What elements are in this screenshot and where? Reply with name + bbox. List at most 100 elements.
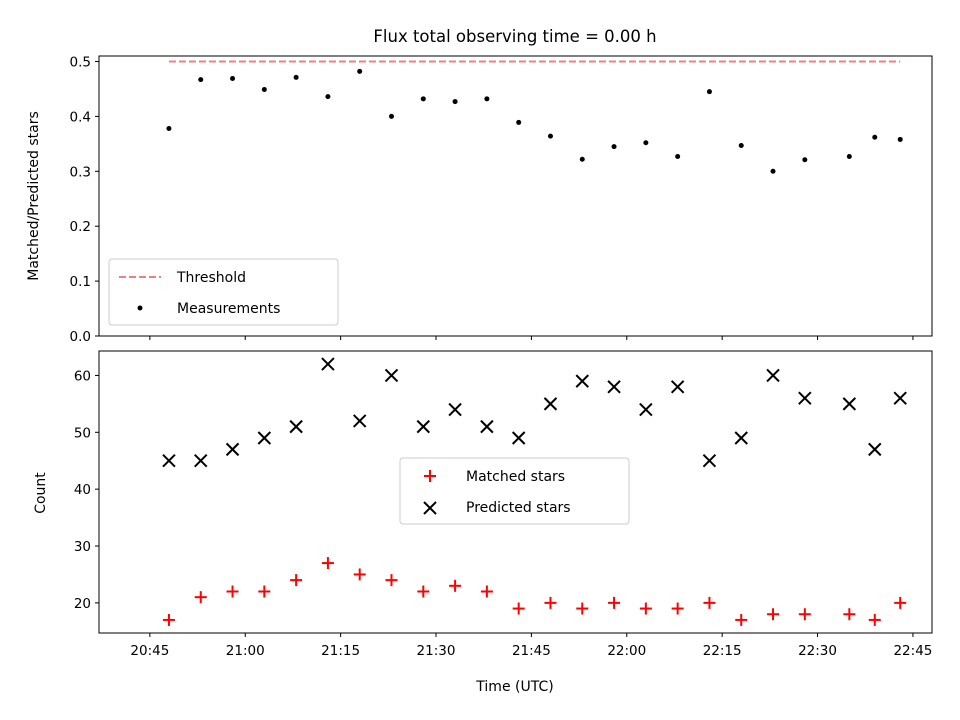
x-axis-label: Time (UTC) [475, 679, 553, 695]
top-y-axis-label: Matched/Predicted stars [26, 111, 42, 281]
matched-star-point [576, 602, 589, 615]
x-tick-label: 22:00 [607, 643, 646, 659]
predicted-star-point [321, 357, 335, 371]
measurement-point [293, 74, 299, 80]
matched-star-point [767, 608, 780, 621]
measurement-point [846, 153, 852, 159]
bottom-legend-box [399, 457, 630, 525]
measurement-point [579, 156, 585, 162]
top-axes-frame [98, 55, 933, 337]
predicted-star-point [384, 368, 399, 383]
top-y-tick-label: 0.5 [70, 54, 91, 70]
measurement-point [357, 68, 363, 74]
matched-star-point [449, 579, 462, 592]
matched-star-point [226, 585, 239, 598]
bottom-y-tick-label: 40 [74, 482, 91, 498]
matched-star-point [385, 574, 398, 587]
legend-measurements-label: Measurements [177, 301, 280, 317]
measurement-point [643, 140, 649, 146]
predicted-star-point [543, 397, 558, 411]
top-plot-area: 0.0 0.1 0.2 0.3 0.4 0.5 [70, 54, 914, 345]
predicted-star-point [639, 402, 653, 417]
top-panel: Flux total observing time = 0.00 h 0.0 0.… [26, 27, 933, 345]
bottom-legend: Matched stars Predicted stars [399, 457, 630, 525]
matched-star-point [868, 613, 881, 626]
predicted-star-point [766, 368, 780, 383]
measurement-point [706, 89, 712, 95]
measurement-point [770, 168, 776, 174]
matched-star-point [894, 596, 907, 609]
predicted-star-point [798, 391, 812, 405]
x-tick-label: 22:15 [703, 643, 742, 659]
matched-star-point [544, 596, 557, 609]
predicted-star-point [511, 431, 526, 445]
bottom-y-tick-label: 20 [74, 596, 91, 612]
top-legend-box [108, 258, 339, 326]
matched-star-point [258, 585, 271, 598]
predicted-star-point [575, 374, 589, 388]
matched-star-point [194, 591, 207, 604]
top-y-tick-label: 0.3 [70, 164, 91, 180]
predicted-star-point [194, 454, 208, 468]
measurement-point [897, 136, 903, 142]
matched-star-point [353, 568, 366, 581]
predicted-star-point [842, 397, 857, 411]
measurement-point [516, 119, 522, 125]
predicted-star-point [448, 402, 462, 417]
predicted-star-point [416, 419, 431, 434]
legend-matched-swatch [424, 470, 436, 482]
matched-star-point [671, 602, 684, 615]
measurement-point [738, 142, 744, 148]
measurement-point [420, 96, 426, 102]
predicted-star-point [257, 431, 272, 445]
x-tick-label: 20:45 [130, 643, 169, 659]
measurement-point [261, 86, 267, 92]
measurement-point [166, 125, 172, 131]
predicted-star-point [670, 380, 685, 394]
predicted-star-point [734, 431, 748, 445]
measurement-point [389, 113, 395, 119]
measurement-point [872, 134, 878, 140]
measurement-point [325, 94, 331, 100]
x-tick-label: 22:30 [798, 643, 837, 659]
top-legend: Threshold Measurements [108, 258, 339, 326]
top-y-tick-label: 0.4 [70, 109, 91, 125]
matched-star-point [162, 613, 175, 626]
predicted-star-point [353, 414, 367, 428]
matched-star-point [843, 608, 856, 621]
matched-star-point [512, 602, 525, 615]
bottom-panel: 20 30 40 50 60 20:45 21:00 21:15 21:30 21:45 22:00… [33, 350, 933, 695]
x-tick-label: 21:45 [512, 643, 551, 659]
matched-star-point [480, 585, 493, 598]
predicted-star-point [225, 442, 240, 457]
x-tick-label: 21:15 [321, 643, 360, 659]
predicted-star-point [702, 454, 717, 468]
matched-star-point [703, 596, 716, 609]
measurement-point [675, 153, 681, 159]
legend-predicted-label: Predicted stars [466, 500, 571, 516]
measurement-point [547, 133, 553, 139]
bottom-y-tick-label: 60 [74, 368, 91, 384]
x-tick-label: 21:00 [226, 643, 265, 659]
bottom-y-tick-label: 50 [74, 425, 91, 441]
predicted-star-point [893, 391, 907, 405]
matched-star-point [417, 585, 430, 598]
matched-star-point [321, 557, 334, 570]
measurement-point [611, 144, 617, 150]
measurement-point [802, 157, 808, 163]
predicted-star-point [868, 442, 882, 457]
legend-matched-label: Matched stars [466, 469, 565, 485]
measurement-point [230, 76, 236, 82]
legend-measurements-swatch [137, 305, 143, 311]
top-chart-title: Flux total observing time = 0.00 h [373, 27, 656, 46]
matched-star-point [290, 574, 303, 587]
predicted-star-point [480, 419, 494, 434]
legend-predicted-swatch [423, 501, 437, 515]
top-y-tick-label: 0.0 [70, 329, 91, 345]
top-y-tick-label: 0.1 [70, 274, 91, 290]
measurement-point [198, 77, 204, 83]
bottom-y-tick-label: 30 [74, 539, 91, 555]
predicted-star-point [162, 454, 176, 468]
